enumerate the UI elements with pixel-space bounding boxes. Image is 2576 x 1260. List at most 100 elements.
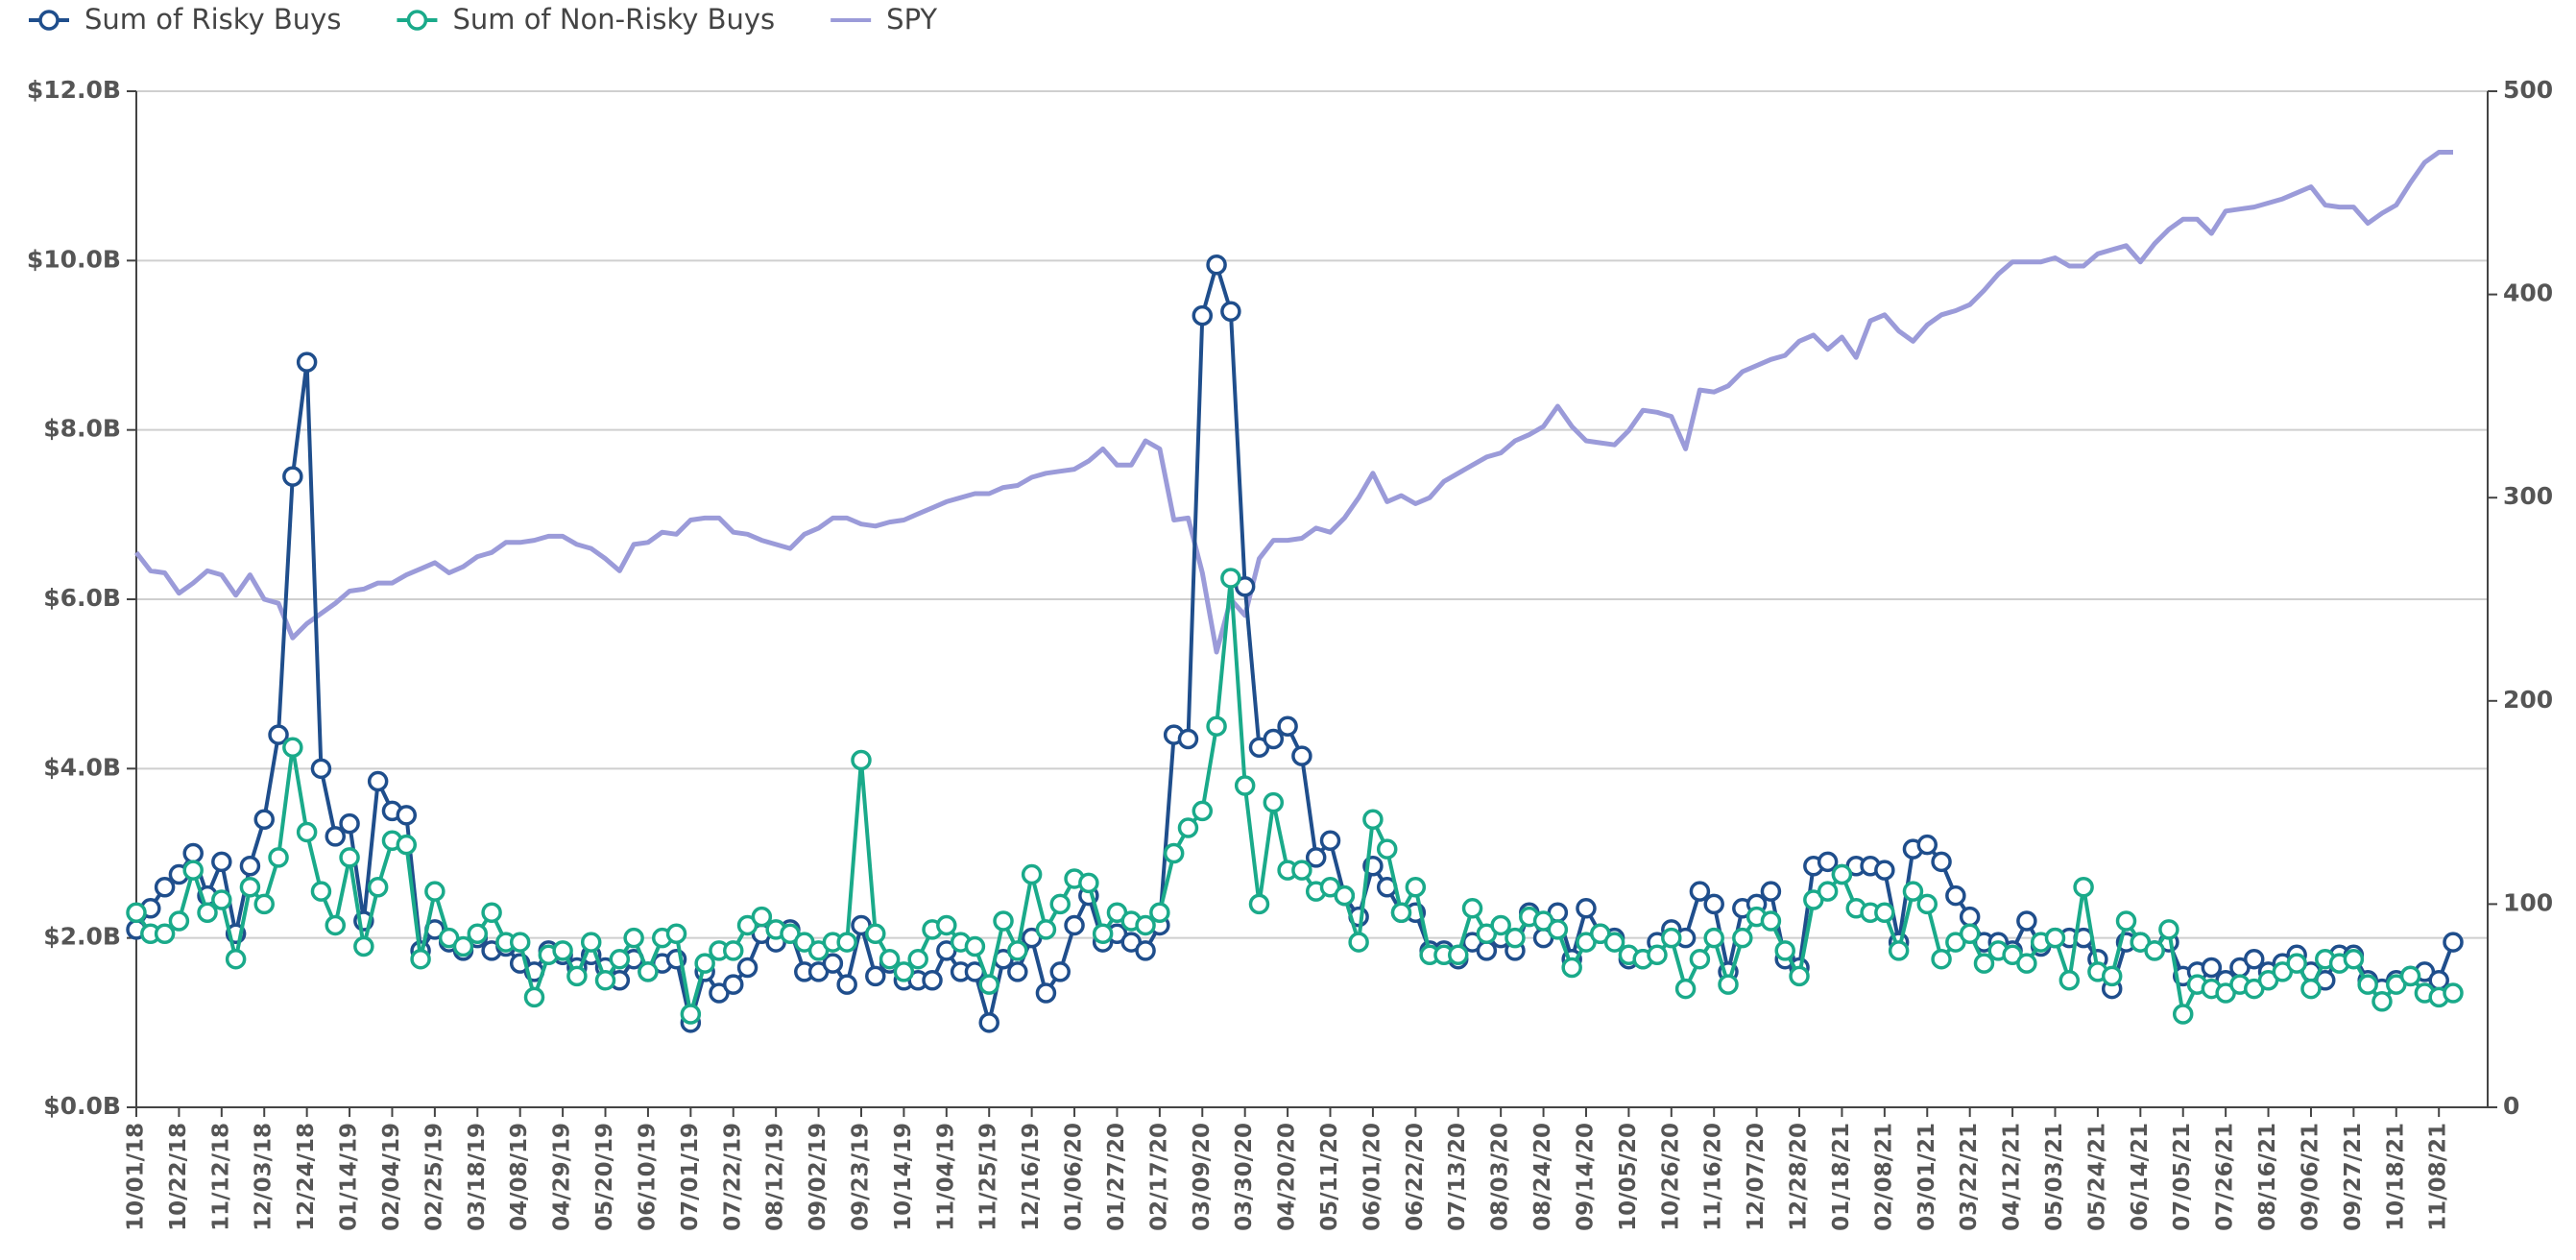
y-tick-label: $0.0B (43, 1092, 121, 1120)
data-point (680, 1004, 702, 1025)
data-point (353, 935, 374, 957)
data-point (1732, 927, 1753, 949)
data-point (1888, 940, 1910, 961)
y2-tick-label: 0 (2503, 1092, 2519, 1120)
data-point (1334, 884, 1356, 907)
data-point (2158, 919, 2179, 940)
data-point (239, 855, 261, 877)
data-point (1789, 965, 1810, 987)
data-point (211, 851, 232, 873)
data-point (1348, 932, 1369, 953)
data-point (1007, 961, 1028, 982)
data-point (566, 965, 588, 987)
data-point (2101, 965, 2123, 987)
data-point (1576, 898, 1597, 919)
data-point (836, 932, 857, 953)
data-point (964, 935, 986, 957)
data-point (211, 889, 232, 910)
data-point (1874, 902, 1895, 923)
x-tick-label: 04/12/21 (2000, 1123, 2025, 1231)
legend-label: SPY (886, 3, 937, 36)
x-tick-label: 01/27/20 (1104, 1123, 1129, 1231)
data-point (623, 927, 644, 949)
data-point (1718, 974, 1739, 995)
data-point (1206, 254, 1227, 276)
data-point (1959, 923, 1981, 945)
data-point (268, 847, 289, 868)
data-point (552, 940, 573, 961)
x-tick-label: 05/20/19 (592, 1123, 617, 1231)
y-tick-label: $8.0B (43, 415, 121, 443)
x-tick-label: 03/18/19 (465, 1123, 490, 1231)
data-point (1049, 893, 1071, 915)
x-tick-label: 03/30/20 (1232, 1123, 1257, 1231)
x-tick-label: 09/27/21 (2341, 1123, 2366, 1231)
data-point (339, 847, 360, 868)
data-point (2058, 970, 2081, 991)
data-point (865, 965, 886, 987)
data-point (154, 877, 176, 898)
x-tick-label: 11/12/18 (208, 1123, 233, 1231)
data-point (1376, 838, 1398, 860)
data-point (1163, 842, 1185, 864)
data-point (126, 902, 147, 923)
data-point (509, 932, 531, 953)
data-point (936, 914, 957, 936)
data-point (665, 923, 687, 945)
legend-label: Sum of Non-Risky Buys (452, 3, 775, 36)
x-tick-label: 02/08/21 (1871, 1123, 1896, 1231)
data-point (851, 749, 872, 771)
data-point (168, 910, 190, 932)
legend-item: Sum of Risky Buys (29, 3, 341, 36)
data-point (1902, 881, 1924, 902)
data-point (239, 877, 261, 898)
data-point (225, 948, 247, 970)
x-tick-label: 10/22/18 (166, 1123, 191, 1231)
data-point (1192, 800, 1214, 822)
data-point (2428, 970, 2449, 991)
legend-item: SPY (831, 3, 937, 36)
data-point (154, 923, 176, 945)
data-point (452, 935, 474, 957)
data-point (2144, 940, 2165, 961)
y2-tick-label: 200 (2503, 686, 2553, 714)
data-point (2044, 927, 2066, 949)
x-tick-label: 01/14/19 (337, 1123, 362, 1231)
y-tick-label: $6.0B (43, 584, 121, 612)
data-point (1291, 745, 1312, 766)
data-point (1547, 919, 1569, 940)
data-point (310, 758, 332, 780)
data-point (978, 974, 999, 995)
data-point (396, 834, 418, 856)
y-tick-label: $2.0B (43, 923, 121, 951)
data-point (751, 906, 773, 928)
x-tick-label: 12/07/20 (1744, 1123, 1769, 1231)
data-point (1817, 851, 1839, 873)
data-point (1874, 860, 1895, 881)
data-point (1959, 906, 1981, 928)
y-tick-label: $12.0B (27, 76, 121, 104)
x-tick-label: 09/23/19 (848, 1123, 873, 1231)
data-point (1362, 809, 1384, 830)
data-point (2016, 910, 2037, 932)
data-point (1035, 982, 1057, 1004)
x-tick-label: 07/13/20 (1445, 1123, 1470, 1231)
x-tick-label: 04/08/19 (507, 1123, 532, 1231)
x-tick-label: 03/22/21 (1957, 1123, 1982, 1231)
data-point (1248, 893, 1270, 915)
data-point (836, 974, 857, 995)
data-point (1220, 568, 1241, 589)
x-tick-label: 10/14/19 (891, 1123, 916, 1231)
legend-item: Sum of Non-Risky Buys (397, 3, 775, 36)
data-point (296, 351, 318, 373)
data-point (282, 466, 303, 487)
data-point (594, 970, 616, 991)
data-point (396, 805, 418, 826)
data-point (1603, 932, 1625, 953)
data-point (865, 923, 886, 945)
data-point (1234, 775, 1256, 796)
data-point (1760, 910, 1782, 932)
data-point (1674, 978, 1697, 1000)
x-tick-label: 05/11/20 (1317, 1123, 1342, 1231)
